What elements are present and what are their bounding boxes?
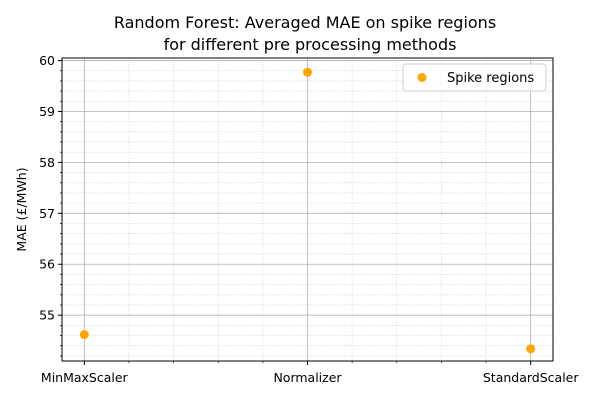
y-tick-label: 59 (39, 104, 55, 119)
x-axis-ticks: MinMaxScaler Normalizer StandardScaler (41, 361, 579, 385)
chart-title-line-2: for different pre processing methods (164, 35, 457, 54)
y-tick-label: 58 (39, 155, 55, 170)
legend-box (402, 63, 547, 92)
major-grid (62, 58, 553, 361)
x-tick-label: MinMaxScaler (41, 370, 129, 385)
y-axis-ticks: 55 56 57 58 59 60 (39, 53, 62, 357)
chart-title-line-1: Random Forest: Averaged MAE on spike reg… (114, 13, 496, 32)
legend-label: Spike regions (447, 71, 534, 86)
legend: Spike regions (402, 63, 547, 92)
legend-marker (417, 73, 427, 82)
y-tick-label: 60 (39, 53, 55, 68)
minor-grid (62, 58, 553, 361)
y-axis-label: MAE (£/MWh) (14, 167, 29, 251)
data-point (303, 67, 312, 77)
data-point (526, 344, 536, 354)
y-tick-label: 55 (39, 308, 55, 323)
y-tick-label: 56 (39, 257, 55, 272)
data-point (79, 330, 89, 340)
x-tick-label: StandardScaler (483, 370, 579, 385)
data-points (79, 67, 536, 354)
y-tick-label: 57 (39, 206, 55, 221)
x-tick-label: Normalizer (273, 370, 342, 385)
